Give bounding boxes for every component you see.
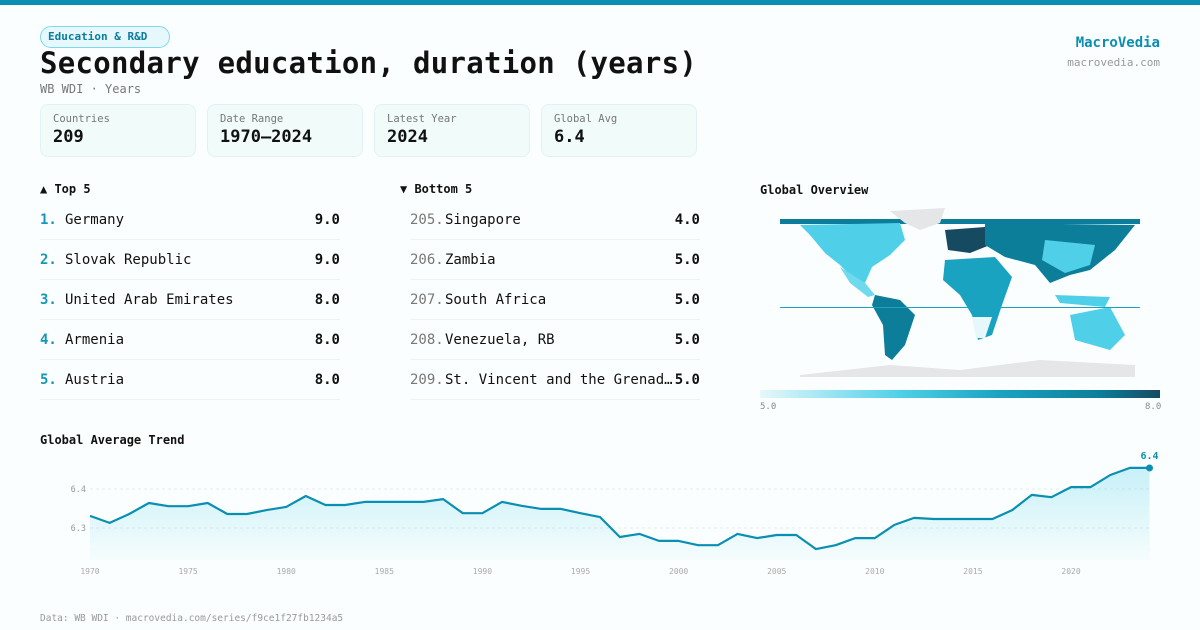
x-tick-label: 1995 <box>571 567 590 576</box>
y-tick-label: 6.4 <box>71 485 86 495</box>
rank: 4. <box>40 331 57 348</box>
data-point <box>1146 464 1153 472</box>
map-antarctica <box>800 360 1135 377</box>
footer-source: Data: WB WDI · macrovedia.com/series/f9c… <box>40 613 344 624</box>
country-name: Armenia <box>65 331 125 348</box>
rank: 1. <box>40 211 57 228</box>
map-africa <box>943 257 1012 340</box>
country-value: 5.0 <box>674 291 700 308</box>
country-value: 8.0 <box>314 331 340 348</box>
top-list-item[interactable]: 1. Germany 9.0 <box>40 200 340 240</box>
stat-value: 1970–2024 <box>220 127 313 147</box>
country-value: 5.0 <box>674 251 700 268</box>
page-title: Secondary education, duration (years) <box>40 46 698 80</box>
legend-max-label: 8.0 <box>1145 402 1162 412</box>
top-list-item[interactable]: 4. Armenia 8.0 <box>40 320 340 360</box>
country-value: 8.0 <box>314 291 340 308</box>
legend-min-label: 5.0 <box>760 402 777 412</box>
bottom-list-item[interactable]: 209. St. Vincent and the Grenadines 5.0 <box>410 360 700 400</box>
map-color-legend <box>760 390 1160 398</box>
category-tag[interactable]: Education & R&D <box>40 26 171 48</box>
country-value: 8.0 <box>314 371 340 388</box>
trend-chart[interactable]: 6.3 6.4 6.4 1970 1975 1980 1985 1990 1995 2000 200… <box>0 440 1200 590</box>
map-heading: Global Overview <box>760 183 869 197</box>
bottom-list-item[interactable]: 207. South Africa 5.0 <box>410 280 700 320</box>
country-value: 9.0 <box>314 211 340 228</box>
map-north-america <box>800 223 905 283</box>
stat-value: 209 <box>53 127 84 147</box>
map-australia <box>1070 307 1125 350</box>
top-accent-bar <box>0 0 1200 5</box>
country-name: St. Vincent and the Grenadines <box>445 371 675 388</box>
country-value: 5.0 <box>674 371 700 388</box>
map-arctic-band <box>780 219 1140 224</box>
x-tick-label: 1990 <box>473 567 492 576</box>
map-china <box>1042 240 1095 273</box>
country-name: Singapore <box>445 211 521 228</box>
rank: 209. <box>410 371 444 388</box>
country-value: 9.0 <box>314 251 340 268</box>
x-tick-label: 2015 <box>963 567 982 576</box>
last-value-label: 6.4 <box>1140 451 1158 462</box>
x-tick-label: 1985 <box>375 567 394 576</box>
x-tick-label: 2020 <box>1061 567 1080 576</box>
country-name: Austria <box>65 371 125 388</box>
x-tick-label: 2005 <box>767 567 786 576</box>
trend-heading: Global Average Trend <box>40 433 185 447</box>
rank: 3. <box>40 291 57 308</box>
y-tick-label: 6.3 <box>71 524 86 534</box>
country-name: Zambia <box>445 251 496 268</box>
rank: 5. <box>40 371 57 388</box>
bottom-list-item[interactable]: 208. Venezuela, RB 5.0 <box>410 320 700 360</box>
map-europe <box>945 227 990 253</box>
map-southern-africa <box>972 317 992 338</box>
page-subtitle: WB WDI · Years <box>40 82 142 96</box>
x-tick-label: 2010 <box>865 567 884 576</box>
trend-line <box>89 466 1150 551</box>
country-name: United Arab Emirates <box>65 291 234 308</box>
stat-card-latest-year: Latest Year 2024 <box>374 104 530 157</box>
country-value: 4.0 <box>674 211 700 228</box>
map-indonesia <box>1055 295 1110 307</box>
x-tick-label: 1975 <box>178 567 197 576</box>
map-central-america <box>840 267 875 297</box>
brand-url[interactable]: macrovedia.com <box>1067 56 1160 69</box>
stat-label: Date Range <box>220 113 284 125</box>
stat-card-countries: Countries 209 <box>40 104 196 157</box>
top-list-item[interactable]: 5. Austria 8.0 <box>40 360 340 400</box>
x-tick-label: 2000 <box>669 567 688 576</box>
map-greenland <box>890 208 945 230</box>
top-list-item[interactable]: 2. Slovak Republic 9.0 <box>40 240 340 280</box>
rank: 2. <box>40 251 57 268</box>
country-value: 5.0 <box>674 331 700 348</box>
world-map[interactable] <box>780 205 1140 380</box>
stat-card-global-avg: Global Avg 6.4 <box>541 104 697 157</box>
x-tick-label: 1970 <box>80 567 99 576</box>
trend-area <box>90 467 1150 560</box>
country-name: Venezuela, RB <box>445 331 555 348</box>
rank: 206. <box>410 251 444 268</box>
stat-value: 6.4 <box>554 127 585 147</box>
top-list-item[interactable]: 3. United Arab Emirates 8.0 <box>40 280 340 320</box>
map-south-america <box>872 295 915 360</box>
rank: 205. <box>410 211 444 228</box>
country-name: Germany <box>65 211 125 228</box>
stat-label: Global Avg <box>554 113 618 125</box>
bottom-list-item[interactable]: 206. Zambia 5.0 <box>410 240 700 280</box>
country-name: Slovak Republic <box>65 251 192 268</box>
stat-label: Countries <box>53 113 110 125</box>
bottom-list-item[interactable]: 205. Singapore 4.0 <box>410 200 700 240</box>
rank: 208. <box>410 331 444 348</box>
brand-logo[interactable]: MacroVedia <box>1075 35 1160 51</box>
country-name: South Africa <box>445 291 547 308</box>
stat-value: 2024 <box>387 127 428 147</box>
stat-card-date-range: Date Range 1970–2024 <box>207 104 363 157</box>
top-5-heading: ▲ Top 5 <box>40 182 91 196</box>
stat-label: Latest Year <box>387 113 457 125</box>
bottom-5-heading: ▼ Bottom 5 <box>400 182 473 196</box>
rank: 207. <box>410 291 444 308</box>
map-equator-line <box>780 307 1140 308</box>
x-tick-label: 1980 <box>277 567 296 576</box>
